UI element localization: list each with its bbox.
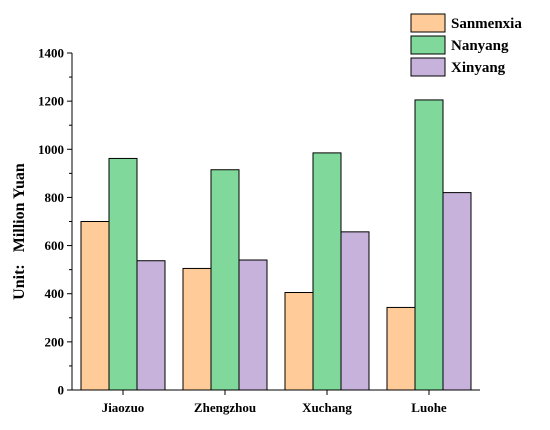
y-tick-label: 0 (58, 383, 65, 398)
x-category-label: Luohe (411, 400, 447, 415)
bar-xinyang-xuchang (340, 231, 370, 391)
y-tick-label: 1400 (38, 46, 64, 61)
legend-swatch-sanmenxia (410, 13, 446, 33)
bar-sanmenxia-jiaozuo (80, 221, 110, 391)
y-tick-label: 1200 (38, 94, 64, 109)
y-tick-label: 1000 (38, 142, 64, 157)
legend-swatch-xinyang (410, 57, 446, 77)
legend-label-xinyang: Xinyang (451, 60, 506, 76)
y-tick-label: 800 (45, 190, 65, 205)
bar-xinyang-luohe (442, 192, 472, 391)
x-category-label: Zhengzhou (194, 400, 256, 415)
bar-nanyang-luohe (414, 99, 444, 391)
x-labels-group: Jiaozuo Zhengzhou Xuchang Luohe (102, 390, 447, 415)
y-tick-label: 200 (45, 334, 65, 349)
bar-xinyang-jiaozuo (136, 260, 166, 391)
bar-sanmenxia-xuchang (284, 292, 314, 391)
bars-group (80, 99, 472, 391)
y-axis-title: Unit: Million Yuan (11, 163, 28, 300)
legend-label-nanyang: Nanyang (451, 38, 509, 54)
legend: Sanmenxia Nanyang Xinyang (410, 13, 522, 77)
y-ticks-group: 0 200 400 600 800 1000 1200 1400 (38, 46, 72, 398)
y-tick-label: 400 (45, 286, 65, 301)
bar-nanyang-zhengzhou (210, 169, 240, 391)
x-category-label: Jiaozuo (102, 400, 145, 415)
y-tick-label: 600 (45, 238, 65, 253)
bar-sanmenxia-luohe (386, 306, 416, 391)
bar-nanyang-jiaozuo (108, 157, 138, 391)
bar-nanyang-xuchang (312, 152, 342, 391)
legend-swatch-nanyang (410, 35, 446, 55)
x-category-label: Xuchang (302, 400, 352, 415)
bar-xinyang-zhengzhou (238, 259, 268, 391)
legend-label-sanmenxia: Sanmenxia (451, 16, 522, 32)
bar-sanmenxia-zhengzhou (182, 267, 212, 391)
